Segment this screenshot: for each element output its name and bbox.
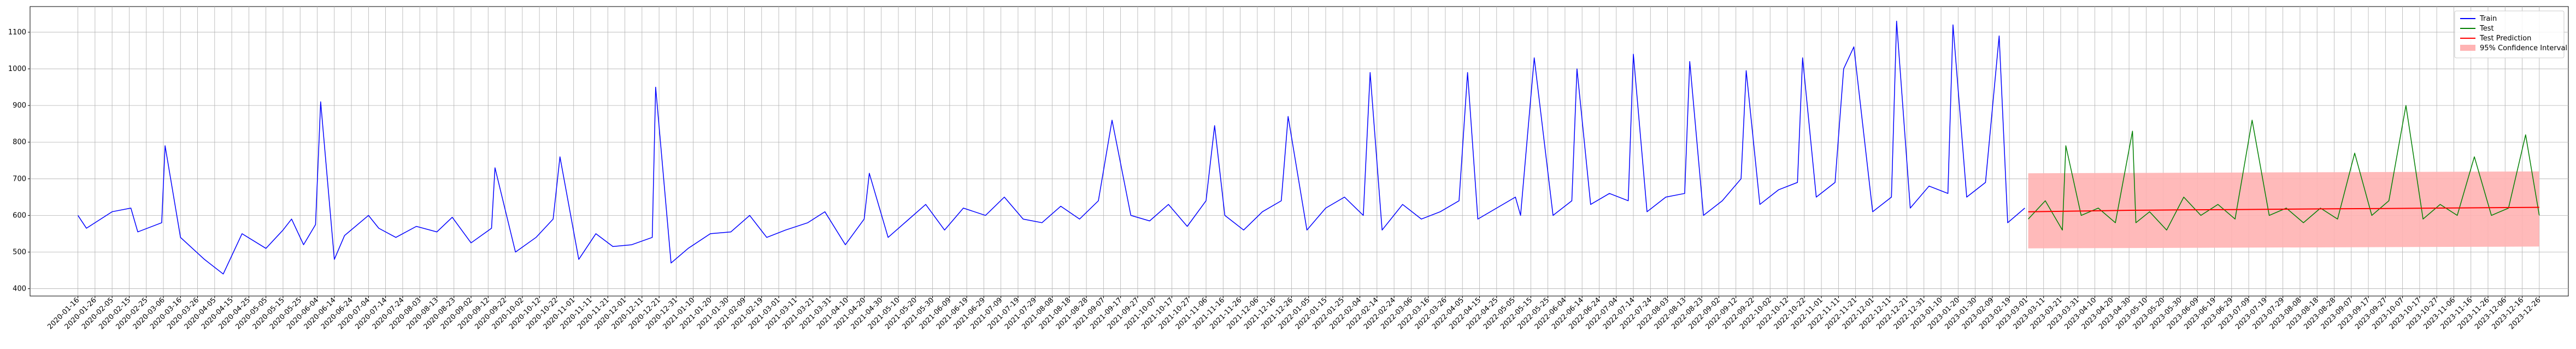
y-tick-label: 400: [13, 285, 26, 293]
y-tick-label: 700: [13, 175, 26, 183]
y-tick-label: 1100: [8, 28, 26, 37]
y-tick-label: 1000: [8, 65, 26, 73]
y-tick-label: 800: [13, 138, 26, 146]
legend-label: 95% Confidence Interval: [2480, 44, 2567, 52]
legend-label: Test Prediction: [2479, 34, 2531, 43]
plot-area: [30, 7, 2568, 296]
legend-swatch: [2460, 45, 2475, 51]
y-tick-label: 500: [13, 248, 26, 256]
y-tick-label: 900: [13, 102, 26, 110]
confidence-band-layer: [2028, 171, 2539, 249]
y-tick-label: 600: [13, 211, 26, 220]
legend-label: Test: [2479, 25, 2494, 33]
legend-label: Train: [2479, 15, 2497, 23]
confidence-interval-band: [2028, 171, 2539, 249]
